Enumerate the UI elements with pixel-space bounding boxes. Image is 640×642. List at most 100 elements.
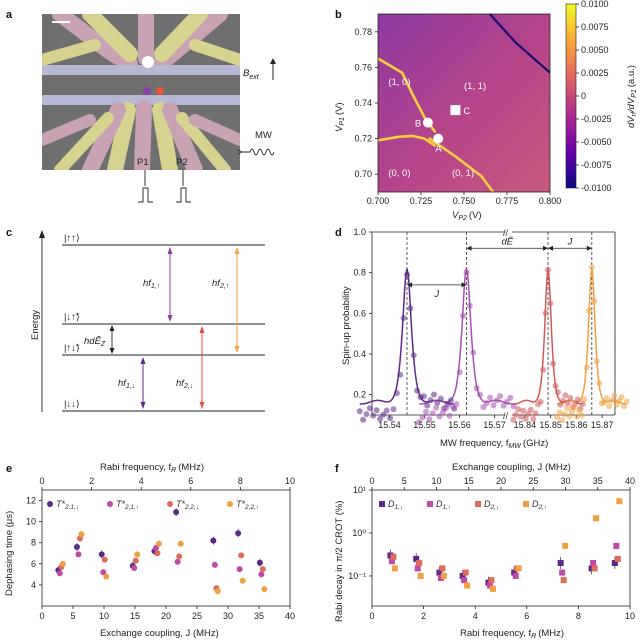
- transition-f2-up: hf2,↑: [212, 247, 240, 353]
- b-xtick-label: 0.775: [496, 196, 519, 206]
- data-point: [390, 406, 397, 413]
- data-point: [556, 409, 563, 416]
- data-point: [497, 393, 504, 400]
- data-point: [427, 397, 434, 404]
- panel-label-e: e: [6, 463, 12, 475]
- data-point: [559, 569, 566, 576]
- dez-arrow-label: dẼ: [501, 236, 513, 247]
- data-point: [567, 395, 574, 401]
- data-point: [388, 558, 395, 565]
- data-point: [424, 402, 431, 409]
- marker-b: [422, 117, 433, 128]
- e-xtick-label: 20: [161, 611, 171, 621]
- d-xtick-label: 15.86: [565, 420, 588, 430]
- data-point: [559, 397, 566, 404]
- data-point: [621, 403, 628, 410]
- marker-label: A: [435, 144, 442, 155]
- e-xtick-label: 40: [285, 611, 295, 621]
- e-ytick-label: 8: [31, 538, 36, 548]
- legend-label: T*2,2,↓: [176, 499, 199, 511]
- data-point: [390, 553, 397, 560]
- panel-e: 0 5 10 15 20 25 30 35 40 0 2 4 6 8 10 4 6 8 10 12 T*2,1,↓…: [26, 476, 295, 621]
- b-xtick-label: 0.725: [410, 196, 433, 206]
- data-point: [211, 561, 218, 568]
- level-label-uu: |↑↑⟩: [64, 233, 80, 244]
- data-point: [483, 400, 490, 407]
- data-point: [134, 551, 141, 558]
- data-point: [446, 412, 453, 419]
- e-ytick-label: 12: [26, 496, 36, 506]
- colorbar-label: dVrf/dVP1(a.u.): [626, 65, 638, 128]
- data-point: [542, 310, 549, 317]
- colorbar-tick-label: 0.0100: [581, 0, 609, 9]
- panel-d: // // 0.2 0.4 0.6 0.8 1.0 15.54 15.55 15.56 15.…: [353, 227, 630, 430]
- svg-text:hf2,↑: hf2,↑: [212, 278, 229, 290]
- data-point: [554, 414, 561, 421]
- data-point: [560, 577, 567, 584]
- data-point: [459, 572, 466, 579]
- data-point: [256, 559, 263, 566]
- data-point: [437, 395, 444, 402]
- d-xlabel: MW frequency, fMW (GHz): [440, 438, 548, 450]
- legend-marker: [427, 501, 433, 507]
- data-point: [440, 572, 447, 579]
- data-point: [174, 558, 181, 565]
- data-point: [552, 382, 559, 389]
- field-arrow-icon: [270, 58, 276, 80]
- data-point: [434, 399, 441, 406]
- data-point: [423, 408, 429, 415]
- data-point: [561, 411, 568, 418]
- data-point: [603, 395, 610, 402]
- data-point: [154, 550, 161, 557]
- data-point: [56, 570, 63, 577]
- b-xlabel: VP2 (V): [452, 210, 482, 222]
- data-point: [447, 397, 454, 404]
- svg-text:hf1,↑: hf1,↑: [143, 278, 160, 290]
- data-point: [573, 413, 580, 420]
- data-point: [576, 407, 583, 414]
- data-point: [488, 577, 495, 584]
- panel-label-d: d: [335, 227, 342, 239]
- e-x2tick-label: 0: [39, 476, 44, 486]
- data-point: [391, 565, 398, 572]
- f-ytick-label: 10⁻¹: [348, 571, 366, 581]
- data-point: [510, 416, 517, 423]
- splitting-label: hdẼZ: [84, 336, 106, 348]
- data-point: [152, 545, 159, 551]
- data-point: [579, 400, 586, 407]
- data-point: [464, 582, 471, 589]
- transition-line-3: [488, 14, 550, 74]
- e-x2tick-label: 6: [188, 476, 193, 486]
- marker-a: [433, 133, 444, 144]
- e-xtick-label: 35: [254, 611, 264, 621]
- f-x2label: Exchange coupling, J (MHz): [452, 462, 571, 473]
- legend-marker: [167, 501, 173, 507]
- data-point: [550, 360, 556, 367]
- data-point: [618, 394, 625, 401]
- legend-marker: [523, 501, 529, 507]
- data-point: [393, 390, 400, 397]
- data-point: [517, 413, 524, 420]
- d-xtick-label: 15.57: [483, 420, 506, 430]
- data-point: [557, 560, 564, 567]
- f-x2tick-label: 40: [625, 476, 635, 486]
- heatmap-panel-b: 0.700 0.725 0.750 0.775 0.800 0.70 0.72 0.74 0.…: [354, 13, 561, 206]
- data-point: [532, 410, 539, 417]
- j-arrow-left-label: J: [433, 289, 439, 300]
- transition-f2-down: hf2,↓: [176, 326, 205, 409]
- data-point: [473, 385, 480, 392]
- data-point: [443, 405, 450, 411]
- data-point: [210, 537, 217, 544]
- legend-marker: [107, 501, 113, 507]
- colorbar-tick-label: 0.0050: [581, 45, 609, 55]
- e-x2tick-label: 10: [285, 476, 295, 486]
- data-point: [380, 411, 387, 418]
- pulse-p1-icon: [138, 170, 153, 203]
- data-point: [593, 515, 600, 522]
- d-xtick-label: 15.56: [448, 420, 471, 430]
- colorbar-tick-label: -0.0075: [581, 160, 612, 170]
- f-x2tick-label: 30: [560, 476, 570, 486]
- data-point: [383, 407, 390, 414]
- b-ylabel: VP1(V): [334, 102, 346, 132]
